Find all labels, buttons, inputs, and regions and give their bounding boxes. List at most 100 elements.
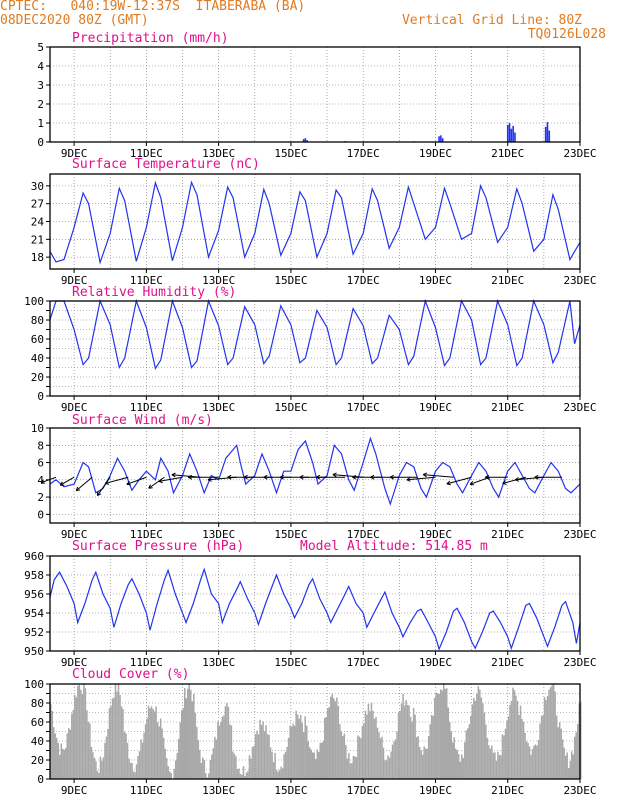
cloud-bar bbox=[235, 756, 237, 779]
cloud-bar bbox=[313, 752, 315, 779]
cloud-bar bbox=[575, 732, 577, 779]
wind-arrow bbox=[446, 476, 472, 486]
cloud-bar bbox=[83, 684, 85, 779]
cloud-bar bbox=[456, 750, 459, 779]
cloud-bar bbox=[477, 686, 480, 779]
cloud-bar bbox=[442, 684, 445, 779]
cloud-bar bbox=[308, 747, 311, 779]
cloud-bar bbox=[429, 724, 431, 779]
cloud-bar bbox=[336, 697, 338, 779]
cloud-bar bbox=[545, 699, 547, 779]
wind-arrow bbox=[502, 476, 526, 485]
x-tick-label: 9DEC bbox=[61, 528, 88, 541]
cloud-bar bbox=[537, 739, 540, 779]
cloud-bar bbox=[147, 705, 150, 779]
cloud-bar bbox=[193, 693, 195, 779]
x-tick-label: 9DEC bbox=[61, 784, 88, 797]
cloud-bar bbox=[74, 694, 76, 779]
x-tick-label: 15DEC bbox=[274, 147, 307, 160]
cloud-bar bbox=[51, 710, 54, 779]
cloud-bar bbox=[331, 693, 334, 779]
y-tick-label: 5 bbox=[37, 41, 44, 54]
cloud-bar bbox=[441, 690, 443, 779]
cloud-bar bbox=[373, 718, 376, 779]
cloud-bar bbox=[229, 724, 231, 779]
cloud-bar bbox=[310, 749, 312, 779]
x-tick-label: 9DEC bbox=[61, 401, 88, 414]
pres-series-line bbox=[49, 567, 581, 651]
cloud-bar bbox=[208, 773, 210, 779]
cloud-bar bbox=[525, 741, 528, 779]
x-tick-label: 23DEC bbox=[563, 274, 596, 287]
x-tick-label: 15DEC bbox=[274, 274, 307, 287]
cloud-bar bbox=[299, 714, 302, 779]
cloud-bar bbox=[495, 760, 498, 779]
cloud-bar bbox=[321, 742, 323, 779]
cloud-bar bbox=[513, 690, 516, 779]
cloud-bar bbox=[191, 701, 194, 779]
cloud-bar bbox=[135, 764, 138, 779]
cloud-bar bbox=[314, 759, 317, 779]
precip-bar bbox=[510, 128, 513, 142]
cloud-bar bbox=[396, 731, 398, 779]
cloud-bar bbox=[63, 749, 66, 779]
cloud-bar bbox=[322, 741, 325, 779]
cloud-bar bbox=[114, 684, 117, 779]
cloud-bar bbox=[305, 725, 308, 779]
cloud-bar bbox=[328, 707, 331, 779]
cloud-bar bbox=[69, 729, 72, 779]
cloud-bar bbox=[327, 708, 329, 779]
cloud-bar bbox=[260, 724, 263, 779]
y-tick-label: 950 bbox=[24, 645, 44, 658]
cloud-bar bbox=[576, 724, 579, 779]
cloud-bar bbox=[378, 732, 380, 779]
wind-arrow bbox=[514, 476, 544, 482]
cloud-bar bbox=[146, 718, 148, 779]
cloud-bar bbox=[107, 729, 109, 779]
x-tick-label: 9DEC bbox=[61, 274, 88, 287]
cloud-bar bbox=[164, 748, 166, 779]
cloud-bar bbox=[461, 754, 463, 779]
wind-arrow bbox=[485, 474, 508, 480]
pres-title: Surface Pressure (hPa) bbox=[72, 539, 244, 554]
cloud-bar bbox=[488, 745, 490, 779]
cloud-bar bbox=[351, 763, 353, 779]
cloud-bar bbox=[302, 732, 305, 779]
cloud-bar bbox=[367, 703, 370, 779]
cloud-bar bbox=[230, 725, 233, 779]
cloud-bar bbox=[340, 731, 343, 779]
cloud-bar bbox=[214, 736, 216, 779]
y-tick-label: 0 bbox=[37, 390, 44, 403]
y-tick-label: 954 bbox=[24, 607, 44, 620]
cloud-bar bbox=[385, 760, 388, 779]
x-tick-label: 11DEC bbox=[130, 656, 163, 669]
cloud-bar bbox=[245, 772, 248, 779]
wind-arrow bbox=[207, 476, 237, 482]
x-tick-label: 17DEC bbox=[347, 147, 380, 160]
cloud-bar bbox=[427, 736, 430, 779]
x-tick-label: 19DEC bbox=[419, 784, 452, 797]
wind-arrow bbox=[534, 474, 562, 480]
x-tick-label: 19DEC bbox=[419, 401, 452, 414]
cloud-bar bbox=[554, 691, 556, 779]
cloud-bar bbox=[187, 688, 189, 779]
x-tick-label: 15DEC bbox=[274, 656, 307, 669]
x-tick-label: 19DEC bbox=[419, 656, 452, 669]
cloud-bar bbox=[570, 751, 573, 779]
cloud-bar bbox=[266, 734, 269, 779]
cloud-bar bbox=[60, 743, 63, 779]
cloud-bar bbox=[253, 745, 255, 779]
cloud-bar bbox=[509, 705, 511, 779]
cloud-bar bbox=[162, 737, 165, 779]
cloud-bar bbox=[333, 698, 335, 779]
cloud-bar bbox=[426, 748, 428, 779]
x-tick-label: 23DEC bbox=[563, 656, 596, 669]
cloud-bar bbox=[370, 702, 373, 779]
cloud-bar bbox=[203, 759, 206, 779]
cloud-bar bbox=[530, 754, 532, 779]
cloud-bar bbox=[71, 713, 73, 779]
cloud-bar bbox=[224, 706, 227, 779]
cloud-bar bbox=[206, 777, 209, 779]
cloud-bar bbox=[421, 754, 424, 779]
